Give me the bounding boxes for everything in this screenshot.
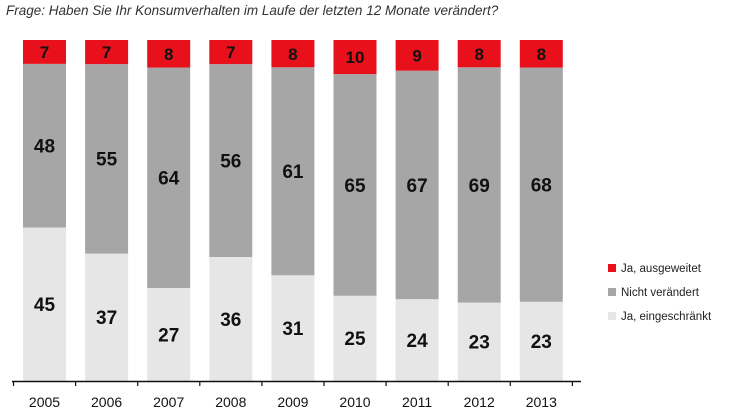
bar-segment-ja-ausgeweitet-2005 (23, 40, 66, 64)
bar-segment-nicht-ver-ndert-2007 (147, 67, 191, 288)
x-tick-label-2005: 2005 (29, 394, 60, 410)
data-label-ja-ausgeweitet-2006: 7 (102, 43, 111, 62)
bar-segment-nicht-ver-ndert-2010 (333, 74, 377, 296)
data-label-ja-eingeschr-nkt-2012: 23 (469, 333, 490, 354)
data-label-ja-eingeschr-nkt-2006: 37 (96, 308, 117, 329)
data-label-ja-ausgeweitet-2013: 8 (537, 45, 546, 64)
bar-segment-ja-eingeschr-nkt-2008 (209, 257, 253, 381)
x-tick-label-2011: 2011 (402, 394, 432, 410)
bar-segment-nicht-ver-ndert-2005 (23, 63, 66, 228)
legend-swatch-ja-eingeschr-nkt (608, 312, 616, 320)
data-label-ja-ausgeweitet-2005: 7 (40, 43, 49, 62)
legend-label-ja-eingeschr-nkt: Ja, eingeschränkt (621, 311, 712, 323)
bar-segment-ja-ausgeweitet-2011 (395, 40, 439, 71)
bar-segment-nicht-ver-ndert-2008 (209, 64, 253, 257)
data-label-ja-eingeschr-nkt-2010: 25 (344, 329, 366, 350)
bar-segment-nicht-ver-ndert-2011 (395, 70, 439, 300)
bar-segment-ja-ausgeweitet-2012 (457, 40, 501, 68)
data-label-nicht-ver-ndert-2011: 67 (407, 176, 428, 197)
data-label-nicht-ver-ndert-2005: 48 (34, 137, 55, 158)
data-label-nicht-ver-ndert-2010: 65 (344, 176, 366, 197)
bar-segment-nicht-ver-ndert-2013 (519, 67, 563, 302)
data-label-ja-ausgeweitet-2008: 7 (226, 43, 235, 62)
x-tick-label-2009: 2009 (277, 394, 308, 410)
legend-swatch-ja-ausgeweitet (608, 264, 616, 272)
bar-segment-ja-ausgeweitet-2009 (271, 40, 315, 68)
bar-segment-ja-eingeschr-nkt-2009 (271, 275, 315, 381)
data-label-ja-eingeschr-nkt-2008: 36 (220, 310, 241, 331)
data-label-ja-eingeschr-nkt-2007: 27 (158, 325, 179, 346)
data-label-nicht-ver-ndert-2009: 61 (282, 162, 304, 183)
x-tick-label-2006: 2006 (91, 394, 122, 410)
bar-segment-ja-ausgeweitet-2010 (333, 40, 377, 75)
bar-segment-ja-eingeschr-nkt-2011 (395, 299, 439, 381)
data-label-nicht-ver-ndert-2013: 68 (531, 176, 552, 197)
bar-segment-ja-eingeschr-nkt-2013 (519, 301, 563, 381)
data-label-ja-ausgeweitet-2007: 8 (164, 45, 173, 64)
bar-area: 45 48 7 37 55 7 27 64 8 36 56 7 31 61 8 25 65 10 24 67 9 23 69… (23, 40, 563, 381)
legend-swatch-nicht-ver-ndert (608, 288, 616, 296)
bar-segment-nicht-ver-ndert-2006 (85, 64, 129, 254)
x-tick-label-2010: 2010 (339, 394, 370, 410)
x-tick-label-2007: 2007 (153, 394, 184, 410)
bar-segment-ja-eingeschr-nkt-2007 (147, 288, 191, 381)
data-label-ja-eingeschr-nkt-2013: 23 (531, 332, 552, 353)
bar-segment-ja-ausgeweitet-2013 (519, 40, 563, 68)
data-label-ja-ausgeweitet-2009: 8 (288, 45, 297, 64)
bar-segment-ja-ausgeweitet-2008 (209, 40, 253, 65)
legend-label-nicht-ver-ndert: Nicht verändert (621, 287, 700, 299)
bar-segment-ja-eingeschr-nkt-2012 (457, 302, 501, 381)
bar-segment-ja-eingeschr-nkt-2010 (333, 295, 377, 381)
x-tick-label-2013: 2013 (526, 394, 557, 410)
bar-segment-nicht-ver-ndert-2012 (457, 67, 501, 303)
chart-title: Frage: Haben Sie Ihr Konsumverhalten im … (6, 3, 499, 18)
legend: Ja, ausgeweitet Nicht verändert Ja, einges… (608, 263, 712, 323)
x-tick-label-2008: 2008 (215, 394, 246, 410)
data-label-nicht-ver-ndert-2012: 69 (469, 176, 490, 197)
bar-segment-ja-eingeschr-nkt-2005 (23, 227, 66, 381)
bar-segment-ja-ausgeweitet-2006 (85, 40, 129, 65)
data-label-ja-ausgeweitet-2012: 8 (474, 45, 483, 64)
data-label-ja-eingeschr-nkt-2011: 24 (407, 331, 429, 352)
bar-segment-ja-ausgeweitet-2007 (147, 40, 191, 68)
data-label-ja-ausgeweitet-2011: 9 (412, 46, 421, 65)
bar-segment-nicht-ver-ndert-2009 (271, 67, 315, 276)
data-label-ja-eingeschr-nkt-2005: 45 (34, 295, 56, 316)
data-label-ja-eingeschr-nkt-2009: 31 (282, 319, 304, 340)
bar-segment-ja-eingeschr-nkt-2006 (85, 253, 129, 381)
data-label-nicht-ver-ndert-2006: 55 (96, 150, 118, 171)
data-label-nicht-ver-ndert-2007: 64 (158, 169, 180, 190)
x-tick-label-2012: 2012 (464, 394, 495, 410)
data-label-nicht-ver-ndert-2008: 56 (220, 151, 241, 172)
legend-label-ja-ausgeweitet: Ja, ausgeweitet (621, 263, 702, 275)
x-axis: 2005 2006 2007 2008 2009 2010 2011 2012 2013 (12, 380, 581, 410)
data-label-ja-ausgeweitet-2010: 10 (346, 48, 365, 67)
